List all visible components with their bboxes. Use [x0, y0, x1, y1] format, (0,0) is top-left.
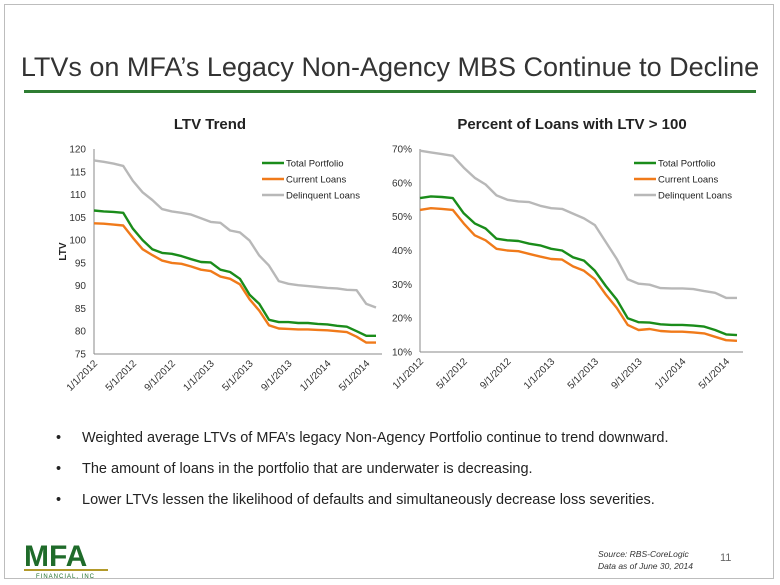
- x-tick-label: 5/1/2012: [435, 356, 471, 392]
- x-tick-label: 1/1/2013: [181, 358, 217, 394]
- series-line-delinquent-loans: [93, 159, 377, 309]
- bullet-text: Weighted average LTVs of MFA’s legacy No…: [82, 430, 669, 446]
- y-tick-label: 20%: [392, 314, 412, 325]
- bullet-dot: •: [56, 461, 62, 477]
- percent-ltv-over-100-chart: 10%20%30%40%50%60%70%1/1/2012 5/1/2012 9/1…: [391, 145, 743, 392]
- chart-title-percent-ltv: Percent of Loans with LTV > 100: [457, 116, 687, 133]
- legend-label: Delinquent Loans: [286, 191, 360, 202]
- series-line-current-loans: [419, 207, 738, 342]
- x-tick-label: 9/1/2012: [478, 356, 514, 392]
- y-tick-label: 60%: [392, 178, 412, 189]
- bullet-item: • Lower LTVs lessen the likelihood of def…: [56, 492, 756, 508]
- y-tick-label: 85: [75, 304, 87, 315]
- page-number: 11: [720, 552, 732, 564]
- x-tick-label: 9/1/2013: [609, 356, 645, 392]
- x-tick-label: 5/1/2012: [104, 358, 140, 394]
- y-tick-label: 80: [75, 327, 87, 338]
- slide-frame: [4, 4, 774, 579]
- bullet-list: • Weighted average LTVs of MFA’s legacy N…: [56, 430, 756, 523]
- y-tick-label: 100: [69, 236, 86, 247]
- bullet-text: Lower LTVs lessen the likelihood of defa…: [82, 492, 655, 508]
- bullet-item: • The amount of loans in the portfolio th…: [56, 461, 756, 477]
- y-tick-label: 50%: [392, 212, 412, 223]
- slide-title: LTVs on MFA’s Legacy Non-Agency MBS Cont…: [20, 52, 760, 82]
- source-note: Source: RBS-CoreLogic Data as of June 30…: [598, 548, 693, 572]
- y-tick-label: 70%: [392, 145, 412, 156]
- x-tick-label: 9/1/2013: [259, 358, 295, 394]
- x-tick-label: 1/1/2012: [391, 356, 427, 392]
- y-tick-label: 40%: [392, 246, 412, 257]
- bullet-dot: •: [56, 430, 62, 446]
- legend-label: Current Loans: [286, 175, 346, 186]
- data-date-line: Data as of June 30, 2014: [598, 561, 693, 571]
- x-tick-label: 5/1/2014: [337, 358, 373, 394]
- x-tick-label: 5/1/2014: [697, 356, 733, 392]
- y-axis-label: LTV: [58, 242, 69, 260]
- y-tick-label: 30%: [392, 280, 412, 291]
- logo-subtext: FINANCIAL, INC: [36, 574, 95, 580]
- legend-label: Current Loans: [658, 175, 718, 186]
- bullet-text: The amount of loans in the portfolio tha…: [82, 461, 533, 477]
- logo-bar: [24, 569, 108, 571]
- y-tick-label: 120: [69, 145, 86, 156]
- y-tick-label: 115: [70, 167, 86, 178]
- y-tick-label: 90: [75, 281, 87, 292]
- y-tick-label: 75: [75, 350, 87, 361]
- title-underline: [24, 90, 756, 93]
- x-tick-label: 1/1/2014: [298, 358, 334, 394]
- x-tick-label: 5/1/2013: [566, 356, 602, 392]
- y-tick-label: 10%: [392, 348, 412, 359]
- legend-label: Total Portfolio: [658, 159, 716, 170]
- x-tick-label: 5/1/2013: [220, 358, 256, 394]
- x-tick-label: 9/1/2012: [143, 358, 179, 394]
- series-line-current-loans: [93, 222, 376, 344]
- chart-title-ltv-trend: LTV Trend: [173, 116, 247, 133]
- x-tick-label: 1/1/2014: [653, 356, 689, 392]
- mfa-logo: MFA FINANCIAL, INC: [24, 540, 108, 580]
- bullet-dot: •: [56, 492, 62, 508]
- source-line: Source: RBS-CoreLogic: [598, 549, 689, 559]
- x-tick-label: 1/1/2013: [522, 356, 558, 392]
- y-tick-label: 95: [75, 258, 87, 269]
- series-line-total-portfolio: [93, 209, 376, 337]
- legend-label: Delinquent Loans: [658, 191, 732, 202]
- legend-label: Total Portfolio: [286, 159, 344, 170]
- series-line-delinquent-loans: [419, 149, 737, 300]
- y-tick-label: 110: [70, 190, 86, 201]
- logo-wordmark: MFA: [24, 540, 87, 573]
- series-line-total-portfolio: [419, 195, 738, 337]
- y-tick-label: 105: [69, 213, 86, 224]
- bullet-item: • Weighted average LTVs of MFA’s legacy N…: [56, 430, 756, 446]
- x-tick-label: 1/1/2012: [65, 358, 101, 394]
